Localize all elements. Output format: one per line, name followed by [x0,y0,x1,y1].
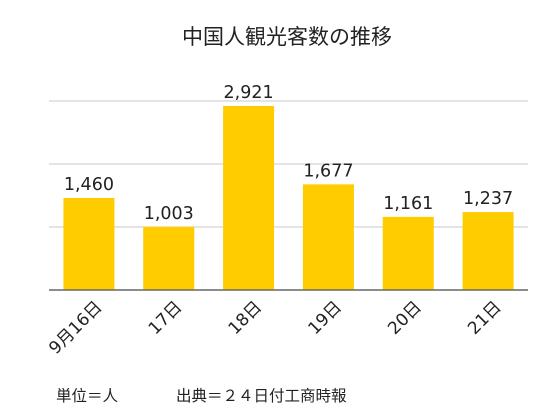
x-tick-label-4: 20日 [384,297,425,338]
x-tick-labels: 9月16日 17日 18日 19日 20日 21日 [45,297,505,358]
data-label-1: 1,003 [144,204,194,224]
x-tick-label-1: 17日 [145,297,186,338]
x-tick-label-5: 21日 [464,297,505,338]
bar-0 [63,198,115,290]
data-label-4: 1,161 [383,194,433,214]
x-tick-label-2: 18日 [225,297,266,338]
bar-1 [143,226,195,290]
data-label-0: 1,460 [64,175,114,195]
x-tick-label-0: 9月16日 [45,297,106,358]
data-labels: 1,460 1,003 2,921 1,677 1,161 1,237 [64,83,513,224]
chart-title: 中国人観光客数の推移 [182,25,392,49]
x-tick-label-3: 19日 [304,297,345,338]
data-label-5: 1,237 [463,189,513,209]
bar-series [63,105,514,291]
bar-5 [462,212,514,290]
data-label-2: 2,921 [224,83,274,103]
bar-2 [223,105,275,291]
unit-note: 単位＝人 [56,387,118,405]
source-note: 出典＝２４日付工商時報 [176,387,347,405]
data-label-3: 1,677 [303,161,353,181]
gridlines [49,100,528,228]
bar-4 [382,216,434,290]
bar-3 [302,184,354,290]
